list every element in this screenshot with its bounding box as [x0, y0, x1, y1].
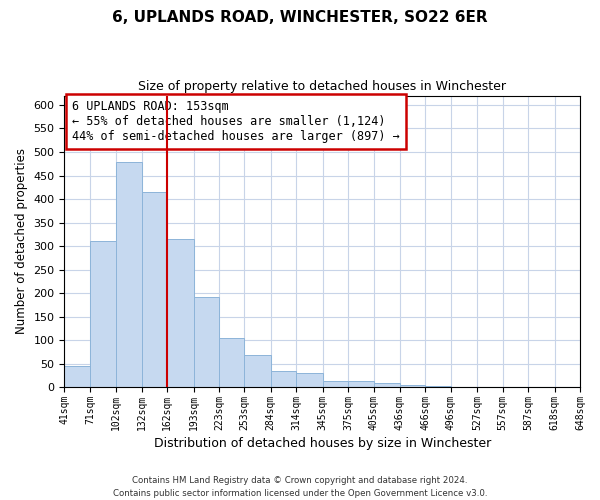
Bar [244, 355, 271, 387]
Y-axis label: Number of detached properties: Number of detached properties [15, 148, 28, 334]
Bar [271, 370, 296, 387]
Bar [142, 192, 167, 387]
Bar [194, 297, 219, 387]
Bar [400, 386, 425, 387]
X-axis label: Distribution of detached houses by size in Winchester: Distribution of detached houses by size … [154, 437, 491, 450]
Bar [64, 366, 90, 387]
Title: Size of property relative to detached houses in Winchester: Size of property relative to detached ho… [138, 80, 506, 93]
Text: Contains HM Land Registry data © Crown copyright and database right 2024.
Contai: Contains HM Land Registry data © Crown c… [113, 476, 487, 498]
Bar [116, 162, 142, 387]
Bar [219, 338, 244, 387]
Text: 6 UPLANDS ROAD: 153sqm
← 55% of detached houses are smaller (1,124)
44% of semi-: 6 UPLANDS ROAD: 153sqm ← 55% of detached… [72, 100, 400, 143]
Bar [425, 386, 451, 387]
Bar [90, 241, 116, 387]
Bar [167, 239, 194, 387]
Bar [296, 373, 323, 387]
Text: 6, UPLANDS ROAD, WINCHESTER, SO22 6ER: 6, UPLANDS ROAD, WINCHESTER, SO22 6ER [112, 10, 488, 25]
Bar [323, 380, 348, 387]
Bar [374, 384, 400, 387]
Bar [348, 380, 374, 387]
